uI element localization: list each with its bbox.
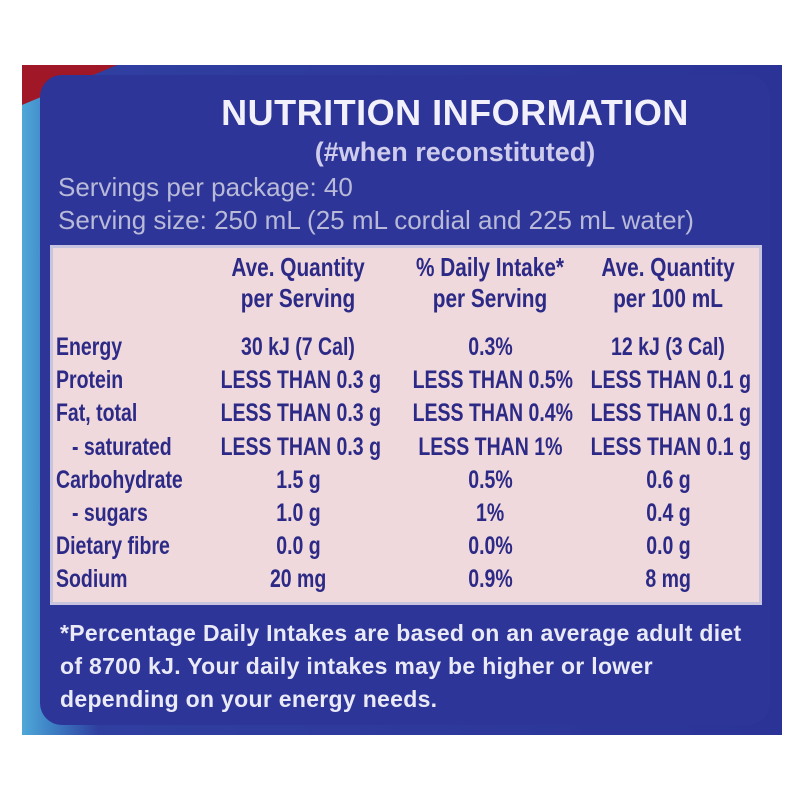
cell-value-text: LESS THAN 0.5% (412, 366, 573, 395)
cell-value: 0.0 g (568, 532, 768, 561)
cell-value: 1.5 g (198, 466, 398, 495)
cell-value: 8 mg (568, 565, 768, 594)
cell-value: LESS THAN 1% (390, 433, 590, 462)
cell-value: 12 kJ (3 Cal) (568, 333, 768, 362)
cell-value-text: 0.0 g (275, 532, 321, 561)
cell-value: 20 mg (198, 565, 398, 594)
cell-value: LESS THAN 0.1 g (568, 433, 768, 462)
cell-value-text: 1.5 g (275, 465, 321, 494)
row-label-text: - sugars (72, 499, 148, 527)
cell-value-text: LESS THAN 0.3 g (220, 366, 381, 395)
column-header-text: Ave. Quantity per Serving (231, 252, 365, 313)
row-label: Fat, total (56, 399, 236, 428)
cell-value-text: LESS THAN 0.1 g (590, 399, 751, 428)
table (50, 245, 762, 605)
row-label-text: Carbohydrate (56, 465, 183, 494)
cell-value-text: LESS THAN 0.4% (412, 399, 573, 428)
cell-value: 0.4 g (568, 499, 768, 528)
cell-value: LESS THAN 0.4% (390, 399, 590, 428)
row-label: Sodium (56, 565, 236, 594)
cell-value-text: 0.6 g (645, 465, 691, 494)
cell-value-text: LESS THAN 0.1 g (590, 432, 751, 461)
cell-value-text: 1.0 g (275, 499, 321, 527)
subtitle: (#when reconstituted) (314, 137, 596, 167)
cell-value: LESS THAN 0.3 g (198, 399, 398, 428)
servings: Servings per package: 40 (58, 172, 353, 202)
row-label-text: - saturated (72, 432, 172, 461)
cell-value: 0.0% (390, 532, 590, 561)
cell-value-text: 20 mg (269, 565, 327, 594)
cell-value: 30 kJ (7 Cal) (198, 333, 398, 362)
row-label: - saturated (72, 433, 252, 462)
cell-value-text: 30 kJ (7 Cal) (241, 333, 355, 361)
cell-value: 0.5% (390, 466, 590, 495)
cell-value-text: 1% (475, 499, 505, 527)
cell-value: 1.0 g (198, 499, 398, 528)
title: NUTRITION INFORMATION (221, 92, 689, 133)
cell-value-text: 0.5% (467, 465, 513, 494)
cell-value: 0.9% (390, 565, 590, 594)
row-label-text: Sodium (56, 565, 128, 594)
footnote: *Percentage Daily Intakes are based on a… (60, 620, 742, 712)
cell-value-text: 0.0 g (645, 532, 691, 561)
cell-value-text: LESS THAN 0.1 g (590, 366, 751, 395)
row-label: Energy (56, 333, 236, 362)
cell-value: LESS THAN 0.1 g (568, 399, 768, 428)
cell-value: LESS THAN 0.5% (390, 366, 590, 395)
row-label: Protein (56, 366, 236, 395)
row-label-text: Dietary fibre (56, 532, 170, 561)
column-header-text: % Daily Intake* per Serving (416, 252, 564, 313)
cell-value-text: LESS THAN 0.3 g (220, 399, 381, 428)
row-label: Carbohydrate (56, 466, 236, 495)
cell-value: LESS THAN 0.3 g (198, 366, 398, 395)
cell-value-text: 0.0% (467, 532, 513, 561)
cell-value: 0.6 g (568, 466, 768, 495)
cell-value: 1% (390, 499, 590, 528)
row-label-text: Fat, total (56, 399, 138, 428)
row-label-text: Protein (56, 366, 124, 395)
cell-value: LESS THAN 0.1 g (568, 366, 768, 395)
row-label-text: Energy (56, 333, 123, 361)
row-label: - sugars (72, 499, 252, 528)
cell-value-text: 0.9% (467, 565, 513, 594)
cell-value-text: 0.3% (467, 333, 513, 361)
cell-value-text: 12 kJ (3 Cal) (611, 333, 725, 361)
column-header-text: Ave. Quantity per 100 mL (601, 252, 735, 313)
row-label: Dietary fibre (56, 532, 236, 561)
cell-value-text: 8 mg (645, 565, 691, 594)
cell-value-text: LESS THAN 0.3 g (220, 432, 381, 461)
cell-value-text: 0.4 g (645, 499, 691, 527)
cell-value: 0.3% (390, 333, 590, 362)
cell-value: LESS THAN 0.3 g (198, 433, 398, 462)
cell-value-text: LESS THAN 1% (417, 432, 563, 461)
serving-size: Serving size: 250 mL (25 mL cordial and … (58, 205, 694, 235)
cell-value: 0.0 g (198, 532, 398, 561)
